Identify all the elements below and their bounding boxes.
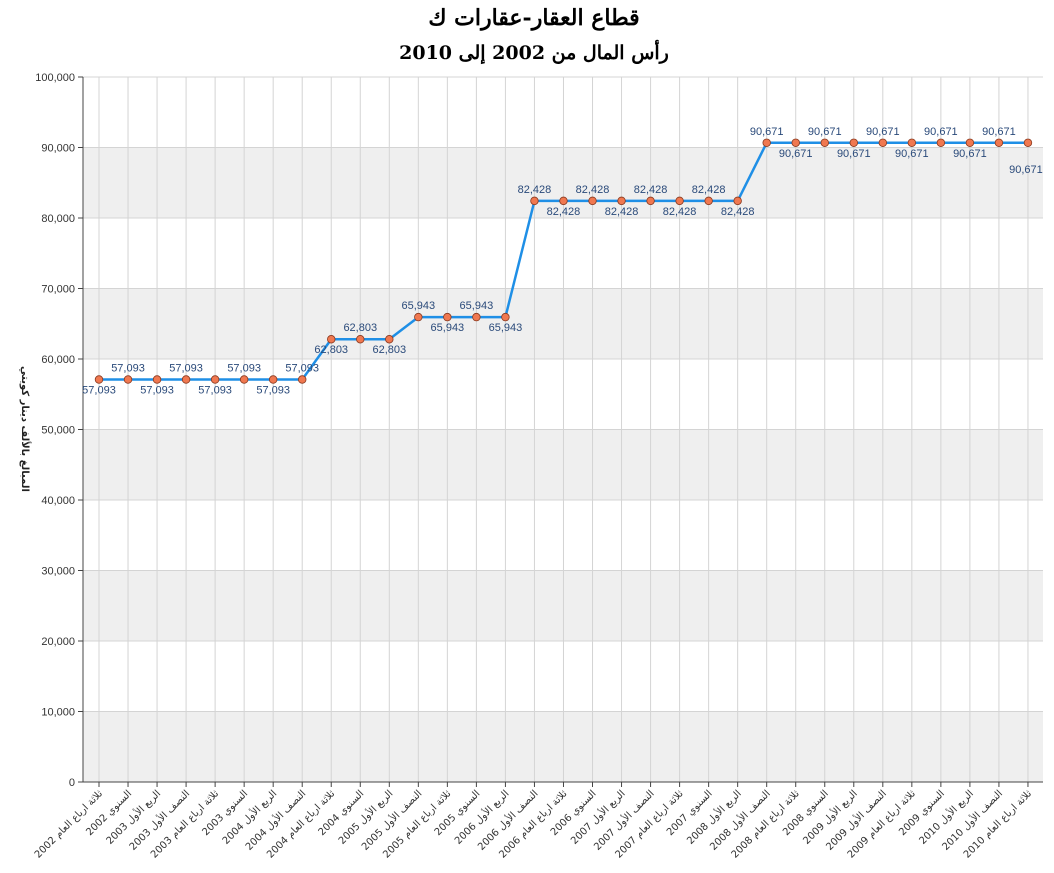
y-tick-label: 70,000 bbox=[41, 284, 75, 296]
data-label: 65,943 bbox=[489, 322, 523, 334]
data-point bbox=[733, 196, 742, 206]
data-point bbox=[588, 196, 597, 206]
chart-subtitle: رأس المال من 2002 إلى 2010 bbox=[399, 39, 669, 65]
data-label: 62,803 bbox=[372, 344, 406, 356]
data-point bbox=[94, 375, 104, 384]
chart-title: قطاع العقار-عقارات ك bbox=[428, 5, 639, 31]
data-label: 82,428 bbox=[576, 184, 610, 196]
data-label: 90,671 bbox=[750, 126, 784, 138]
data-label: 82,428 bbox=[634, 184, 668, 196]
data-label: 65,943 bbox=[402, 300, 436, 312]
data-label: 82,428 bbox=[663, 206, 697, 218]
data-label: 65,943 bbox=[460, 300, 494, 312]
data-point bbox=[181, 375, 191, 384]
data-label: 57,093 bbox=[198, 384, 232, 396]
data-point bbox=[443, 312, 452, 322]
data-label: 90,671 bbox=[982, 126, 1016, 138]
data-point bbox=[1023, 138, 1033, 147]
data-label: 62,803 bbox=[343, 322, 377, 334]
data-point bbox=[210, 375, 220, 384]
grid-lines bbox=[83, 76, 1043, 783]
data-point bbox=[965, 138, 975, 147]
data-point bbox=[559, 196, 568, 206]
y-axis-label: المبالغ بالألف دينار كويتي bbox=[19, 366, 32, 492]
data-label: 90,671 bbox=[779, 148, 813, 160]
data-point bbox=[646, 196, 655, 206]
y-tick-labels: 0 10,000 20,000 30,000 40,000 50,000 60,000 70,… bbox=[35, 72, 75, 789]
data-label: 90,671 bbox=[1009, 164, 1043, 176]
data-label: 57,093 bbox=[169, 362, 203, 374]
data-point bbox=[414, 312, 423, 322]
data-label: 65,943 bbox=[431, 322, 465, 334]
data-point bbox=[268, 375, 278, 384]
data-point bbox=[501, 312, 510, 322]
data-point bbox=[907, 138, 917, 147]
data-point bbox=[762, 138, 771, 147]
data-label: 90,671 bbox=[895, 148, 929, 160]
data-point bbox=[617, 196, 626, 206]
data-label: 90,671 bbox=[924, 126, 958, 138]
y-tick-label: 100,000 bbox=[35, 72, 75, 84]
data-point bbox=[936, 138, 946, 147]
data-point bbox=[327, 335, 336, 344]
data-point bbox=[530, 196, 539, 206]
data-label: 62,803 bbox=[314, 344, 348, 356]
data-point bbox=[152, 375, 162, 384]
data-label: 57,093 bbox=[285, 362, 319, 374]
data-label: 82,428 bbox=[547, 206, 581, 218]
data-label: 57,093 bbox=[111, 362, 145, 374]
data-label: 90,671 bbox=[837, 148, 871, 160]
data-point bbox=[994, 138, 1004, 147]
series-markers bbox=[94, 138, 1033, 384]
data-point bbox=[239, 375, 249, 384]
y-tick-label: 60,000 bbox=[41, 354, 75, 366]
data-point bbox=[878, 138, 888, 147]
data-point bbox=[675, 196, 684, 206]
data-point bbox=[849, 138, 858, 147]
axes bbox=[78, 76, 1043, 787]
data-labels: 57,093 57,093 57,093 57,093 57,093 57,093 57,0… bbox=[82, 126, 1043, 397]
data-point bbox=[123, 375, 133, 384]
y-tick-label: 30,000 bbox=[41, 566, 75, 578]
data-label: 82,428 bbox=[721, 206, 755, 218]
data-label: 82,428 bbox=[518, 184, 552, 196]
y-tick-label: 50,000 bbox=[41, 425, 75, 437]
y-tick-label: 20,000 bbox=[41, 636, 75, 648]
data-label: 57,093 bbox=[227, 362, 261, 374]
y-tick-label: 10,000 bbox=[41, 707, 75, 719]
data-label: 90,671 bbox=[808, 126, 842, 138]
data-label: 57,093 bbox=[82, 384, 116, 396]
data-point bbox=[820, 138, 829, 147]
y-tick-label: 40,000 bbox=[41, 495, 75, 507]
data-label: 57,093 bbox=[256, 384, 290, 396]
data-point bbox=[298, 375, 307, 384]
data-point bbox=[385, 335, 394, 344]
data-label: 57,093 bbox=[140, 384, 174, 396]
data-point bbox=[791, 138, 800, 147]
data-label: 90,671 bbox=[953, 148, 987, 160]
y-tick-label: 80,000 bbox=[41, 213, 75, 225]
data-label: 90,671 bbox=[866, 126, 900, 138]
data-point bbox=[356, 335, 365, 344]
data-point bbox=[704, 196, 713, 206]
data-point bbox=[472, 312, 481, 322]
y-tick-label: 0 bbox=[69, 777, 75, 789]
data-label: 82,428 bbox=[692, 184, 726, 196]
y-tick-label: 90,000 bbox=[41, 143, 75, 155]
data-label: 82,428 bbox=[605, 206, 639, 218]
